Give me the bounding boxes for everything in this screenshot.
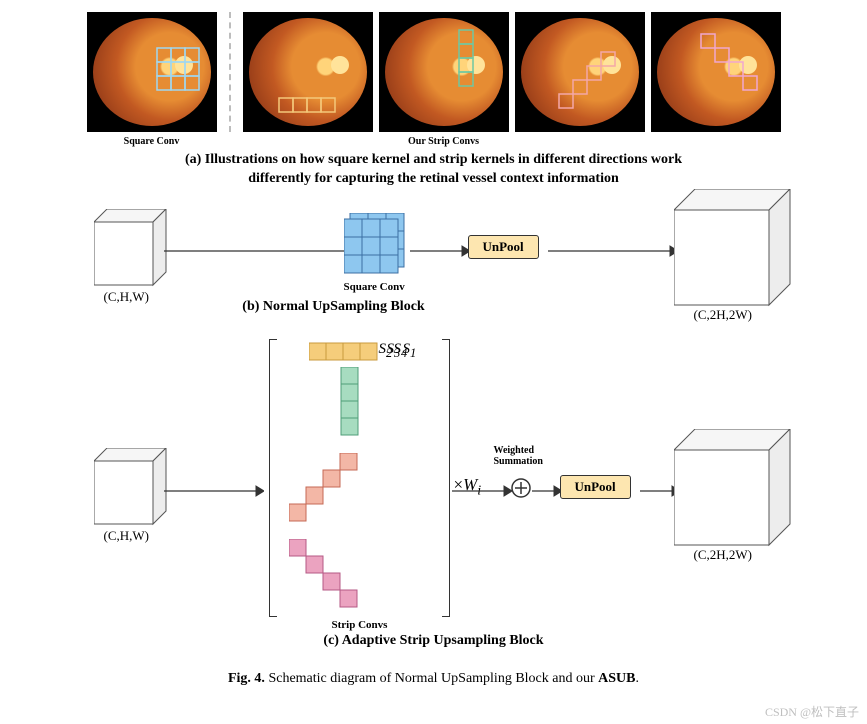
panel-strip-h <box>243 12 373 132</box>
label-strip-convs: Our Strip Convs <box>408 136 479 147</box>
panel-strip-d2 <box>651 12 781 132</box>
bracket-left <box>269 339 277 617</box>
cube-out-c <box>674 429 794 549</box>
caption-b: (b) Normal UpSampling Block <box>184 299 484 315</box>
strip-s3 <box>289 453 384 548</box>
section-c: (C,H,W) S1 S2 S3 S4 ×Wi Weighted Summati… <box>54 333 814 653</box>
watermark: CSDN @松下直子 <box>765 703 859 720</box>
label-strip-convs-c: Strip Convs <box>332 619 388 631</box>
caption-c: (c) Adaptive Strip Upsampling Block <box>54 633 814 649</box>
fundus-1 <box>87 12 217 132</box>
figure-caption: Fig. 4. Schematic diagram of Normal UpSa… <box>30 671 837 687</box>
panel-square-conv: Square Conv <box>87 12 217 147</box>
strip-s2 <box>339 367 363 457</box>
arrow-c-to-unpool <box>532 483 562 499</box>
label-c2h2w-b: (C,2H,2W) <box>694 307 753 323</box>
label-square-conv-b: Square Conv <box>344 281 405 293</box>
caption-a: (a) Illustrations on how square kernel a… <box>30 151 837 189</box>
cube-in-b <box>94 209 169 289</box>
cube-in-c <box>94 448 169 528</box>
panel-strip-d1 <box>515 12 645 132</box>
unpool-c: UnPool <box>560 475 631 499</box>
section-b: Square Conv UnPool (C,H,W) (C,2H,2W) (b)… <box>54 199 814 329</box>
bracket-right <box>442 339 450 617</box>
weighted-sum-label: Weighted Summation <box>494 445 543 467</box>
plus-circle-icon <box>510 477 532 499</box>
cube-out-b <box>674 189 794 309</box>
arrow-c-mid <box>452 483 512 499</box>
arrow-c-in <box>164 483 264 499</box>
unpool-b: UnPool <box>468 235 539 259</box>
label-square-conv: Square Conv <box>124 136 180 147</box>
panel-strip-v: Our Strip Convs <box>379 12 509 147</box>
square-conv-grid <box>344 213 414 283</box>
arrow-b3 <box>548 243 678 259</box>
arrow-b2 <box>410 243 470 259</box>
row-a: Square Conv Our Strip Convs <box>30 12 837 147</box>
label-c2h2w-c: (C,2H,2W) <box>694 547 753 563</box>
label-s4: S4 <box>394 341 408 361</box>
label-chw-c: (C,H,W) <box>104 528 150 544</box>
arrow-b1 <box>164 243 354 259</box>
divider-dashed <box>229 12 231 132</box>
label-chw-b: (C,H,W) <box>104 289 150 305</box>
strip-convs-area: S1 S2 S3 S4 <box>279 341 439 616</box>
